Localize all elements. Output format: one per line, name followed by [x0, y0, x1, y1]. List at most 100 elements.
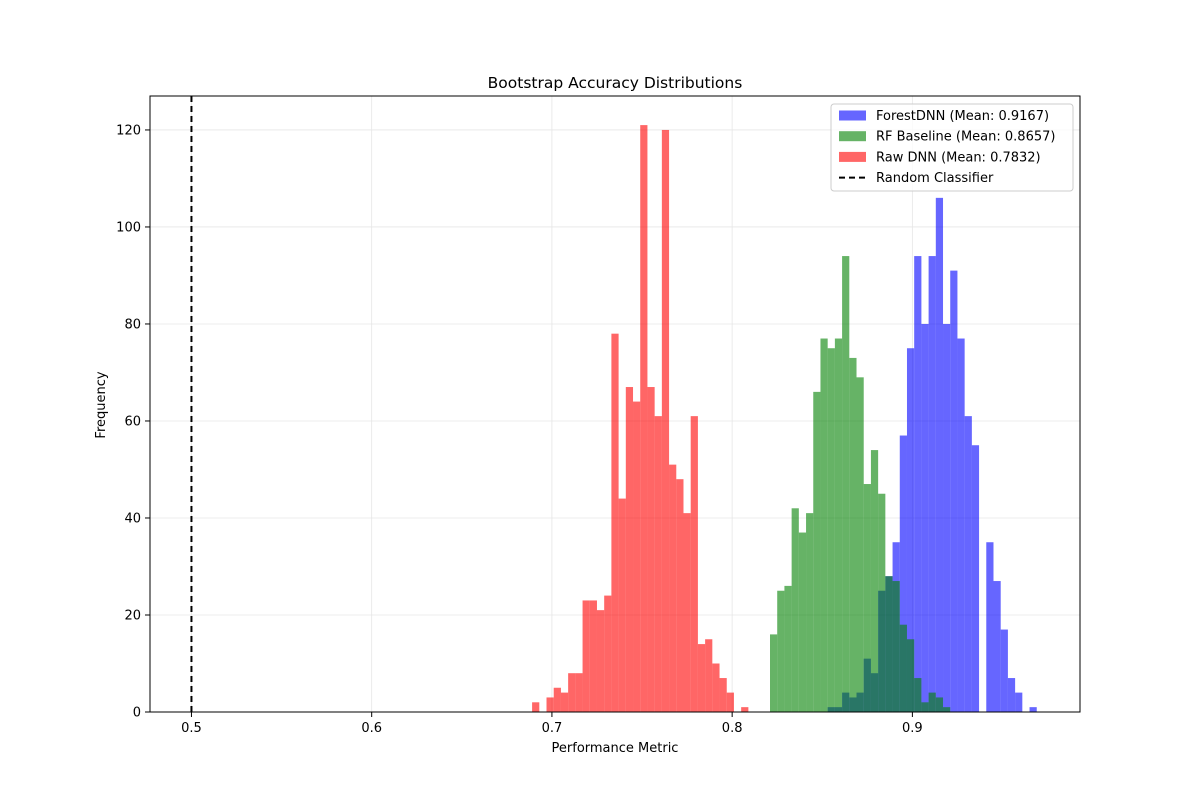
histogram-bar — [798, 532, 807, 712]
histogram-bar — [986, 542, 994, 712]
histogram-bar — [791, 508, 799, 712]
plot-frame — [149, 95, 1081, 713]
histogram-bar — [683, 513, 691, 712]
histogram-bar — [625, 387, 634, 712]
y-tick-label: 0 — [133, 706, 141, 721]
bars — [532, 125, 1037, 713]
series-1 — [770, 256, 951, 712]
legend-box — [830, 103, 1074, 192]
histogram-bar — [575, 673, 583, 712]
histogram-bar — [770, 634, 778, 712]
histogram-bar — [834, 338, 843, 712]
histogram-bar — [885, 576, 893, 712]
histogram-bar — [647, 387, 655, 712]
legend-label: ForestDNN (Mean: 0.9167) — [876, 109, 1049, 124]
y-tick-label: 100 — [116, 220, 141, 235]
histogram-bar — [697, 644, 706, 712]
histogram-bar — [806, 513, 814, 712]
histogram-bar — [964, 416, 972, 712]
series-2 — [532, 125, 749, 713]
histogram-bar — [1000, 629, 1008, 712]
histogram-bar — [1029, 707, 1037, 712]
histogram-bar — [1007, 678, 1016, 712]
histogram-bar — [935, 697, 944, 712]
histogram-bar — [914, 256, 922, 712]
histogram-bar — [950, 270, 958, 712]
histogram-bar — [906, 348, 915, 712]
x-axis-ticks: 0.5 0.6 0.7 0.8 0.9 — [181, 712, 923, 736]
histogram-bar — [935, 197, 944, 712]
histogram-bar — [856, 377, 864, 712]
histogram-bar — [596, 610, 605, 712]
histogram-bar — [899, 435, 907, 712]
histogram-bar — [741, 707, 749, 712]
histogram-bar — [604, 595, 612, 712]
y-tick-label: 120 — [116, 123, 141, 138]
histogram-bar — [777, 590, 785, 712]
histogram-bar — [921, 702, 929, 712]
histogram-bar — [546, 697, 554, 712]
histogram-bar — [784, 585, 792, 712]
histogram-bar — [928, 692, 936, 712]
y-axis-label: Frequency — [94, 371, 109, 438]
legend-label: RF Baseline (Mean: 0.8657) — [876, 130, 1055, 145]
x-tick-label: 0.5 — [181, 721, 202, 736]
legend-swatch — [839, 131, 866, 142]
histogram-bar — [921, 323, 929, 712]
histogram-bar — [1015, 692, 1023, 712]
histogram-bar — [568, 673, 576, 712]
chart-title: Bootstrap Accuracy Distributions — [488, 74, 743, 92]
legend-label: Random Classifier — [876, 171, 994, 186]
histogram-bar — [669, 464, 677, 712]
histogram-bar — [705, 639, 713, 712]
histogram-bar — [892, 581, 900, 712]
histogram-bar — [928, 256, 936, 712]
y-tick-label: 20 — [124, 608, 141, 623]
histogram-bar — [712, 663, 720, 712]
x-tick-label: 0.6 — [361, 721, 382, 736]
legend-swatch — [839, 110, 866, 121]
histogram-bar — [553, 687, 561, 712]
histogram-bar — [993, 581, 1001, 712]
histogram-bar — [820, 338, 828, 712]
histogram-bar — [849, 357, 857, 712]
histogram-bar — [654, 416, 662, 712]
histogram-bar — [827, 348, 835, 712]
histogram-bar — [943, 707, 951, 712]
legend-label: Raw DNN (Mean: 0.7832) — [876, 150, 1041, 165]
histogram-bar — [532, 702, 540, 712]
histogram-bar — [906, 639, 915, 712]
histogram-bar — [971, 445, 980, 712]
histogram-bar — [661, 129, 670, 712]
x-axis-label: Performance Metric — [552, 741, 679, 756]
x-tick-label: 0.7 — [542, 721, 563, 736]
histogram-bar — [863, 484, 871, 712]
legend: ForestDNN (Mean: 0.9167) RF Baseline (Mea… — [830, 103, 1074, 192]
histogram-bar — [878, 493, 886, 712]
histogram-bar — [726, 692, 734, 712]
histogram-bar — [957, 338, 965, 712]
y-axis-ticks: 0 20 40 60 80 100 120 — [116, 123, 150, 721]
x-tick-label: 0.9 — [902, 721, 923, 736]
histogram-bar — [589, 600, 597, 712]
histogram-bar — [813, 391, 821, 712]
y-tick-label: 60 — [124, 414, 141, 429]
histogram-bar — [690, 416, 698, 712]
histogram-bar — [842, 256, 850, 712]
histogram-bar — [560, 692, 569, 712]
histogram-bar — [870, 450, 879, 712]
legend-swatch — [839, 151, 866, 162]
y-tick-label: 80 — [124, 317, 141, 332]
histogram-bar — [719, 678, 727, 712]
x-tick-label: 0.8 — [722, 721, 743, 736]
histogram-bar — [633, 401, 641, 712]
histogram-bar — [676, 479, 684, 712]
y-tick-label: 40 — [124, 511, 141, 526]
histogram-bar — [611, 333, 619, 712]
histogram-bar — [582, 600, 590, 712]
histogram-bar — [914, 678, 922, 712]
histogram-bar — [640, 125, 648, 713]
histogram-bar — [618, 498, 626, 712]
